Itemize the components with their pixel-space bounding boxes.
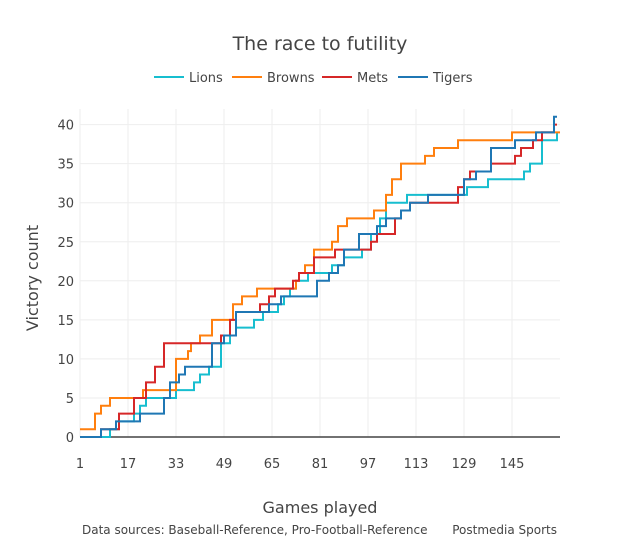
x-tick-label: 113 — [404, 457, 429, 472]
footer-sources: Data sources: Baseball-Reference, Pro-Fo… — [82, 523, 428, 537]
legend-item-browns[interactable]: Browns — [232, 71, 315, 86]
x-tick-label: 129 — [452, 457, 477, 472]
legend-label: Mets — [357, 71, 388, 86]
y-tick-label: 30 — [57, 197, 74, 212]
legend-label: Tigers — [432, 71, 473, 86]
x-tick-label: 33 — [168, 457, 185, 472]
x-tick-label: 145 — [500, 457, 525, 472]
legend-label: Lions — [189, 71, 223, 86]
x-tick-label: 65 — [264, 457, 281, 472]
series-line-tigers — [80, 115, 557, 438]
legend-item-tigers[interactable]: Tigers — [398, 71, 473, 86]
x-tick-label: 17 — [120, 457, 137, 472]
y-tick-label: 0 — [66, 431, 74, 446]
legend-label: Browns — [267, 71, 315, 86]
legend: Lions Browns Mets Tigers — [154, 71, 473, 86]
axis-ticks: 0 5 10 15 20 25 30 35 40 1 17 33 49 65 81 97 113 129 145 — [57, 119, 524, 472]
series-lines — [80, 115, 560, 438]
y-axis-label: Victory count — [23, 225, 42, 331]
footer-credit: Postmedia Sports — [452, 523, 557, 537]
chart-title: The race to futility — [232, 33, 408, 55]
legend-item-mets[interactable]: Mets — [322, 71, 388, 86]
x-tick-label: 97 — [360, 457, 377, 472]
legend-item-lions[interactable]: Lions — [154, 71, 223, 86]
x-tick-label: 1 — [76, 457, 84, 472]
x-tick-label: 81 — [312, 457, 329, 472]
y-tick-label: 10 — [57, 353, 74, 368]
y-tick-label: 35 — [57, 158, 74, 173]
y-tick-label: 15 — [57, 314, 74, 329]
y-tick-label: 40 — [57, 119, 74, 134]
y-tick-label: 25 — [57, 236, 74, 251]
x-tick-label: 49 — [216, 457, 233, 472]
y-tick-label: 20 — [57, 275, 74, 290]
y-tick-label: 5 — [66, 392, 74, 407]
series-line-mets — [80, 123, 557, 438]
series-line-lions — [80, 132, 558, 438]
x-axis-label: Games played — [263, 498, 378, 517]
